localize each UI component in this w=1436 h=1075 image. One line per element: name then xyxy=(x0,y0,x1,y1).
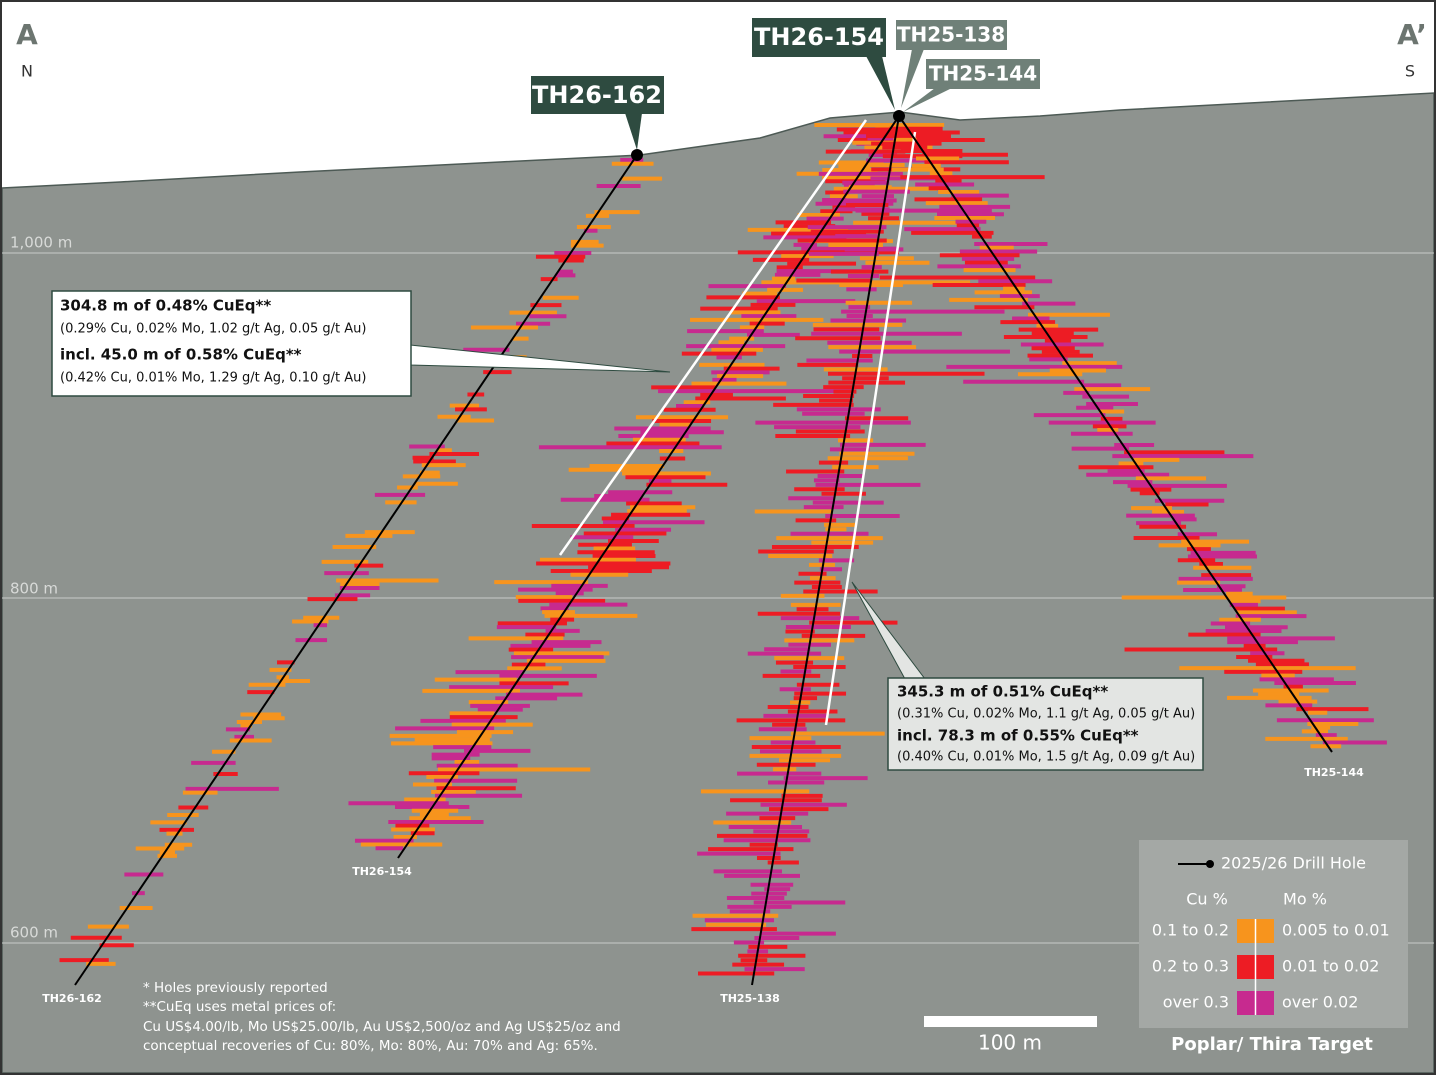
intercept-trace xyxy=(558,119,868,556)
callout: 345.3 m of 0.51% CuEq** (0.31% Cu, 0.02%… xyxy=(851,581,1204,771)
hole-end-label: TH25-138 xyxy=(720,992,780,1005)
legend-header: Cu % xyxy=(1186,890,1228,909)
section-start: A xyxy=(16,18,38,51)
legend-header: Mo % xyxy=(1283,890,1327,909)
hole-tags: TH26-162 TH26-154 TH25-138 TH25-144 xyxy=(531,18,1040,150)
scale-bar xyxy=(924,1016,1097,1027)
note: conceptual recoveries of Cu: 80%, Mo: 80… xyxy=(143,1038,598,1054)
elevation-label: 800 m xyxy=(10,580,58,598)
assay-bars xyxy=(59,123,1387,976)
hole-end-label: TH25-144 xyxy=(1304,766,1364,779)
intercept-detail: (0.31% Cu, 0.02% Mo, 1.1 g/t Ag, 0.05 g/… xyxy=(897,707,1195,722)
intercept-detail: (0.42% Cu, 0.01% Mo, 1.29 g/t Ag, 0.10 g… xyxy=(60,371,366,386)
intercept-detail: (0.40% Cu, 0.01% Mo, 1.5 g/t Ag, 0.09 g/… xyxy=(897,750,1195,765)
legend-label: over 0.02 xyxy=(1282,993,1358,1012)
drill-hole xyxy=(74,154,638,986)
legend-label: 2025/26 Drill Hole xyxy=(1221,854,1366,873)
legend-label: 0.01 to 0.02 xyxy=(1282,957,1379,976)
intercept-headline: incl. 45.0 m of 0.58% CuEq** xyxy=(60,346,302,364)
legend-dot xyxy=(1206,860,1214,868)
intercept-lines xyxy=(558,119,917,726)
legend-label: 0.005 to 0.01 xyxy=(1282,921,1390,940)
scale-label: 100 m xyxy=(978,1031,1042,1055)
hole-tag: TH26-154 xyxy=(754,23,884,51)
collar xyxy=(893,110,905,122)
intercept-headline: 345.3 m of 0.51% CuEq** xyxy=(897,683,1108,701)
intercept-headline: 304.8 m of 0.48% CuEq** xyxy=(60,297,271,315)
hole-tag: TH26-162 xyxy=(532,81,662,109)
note: * Holes previously reported xyxy=(143,980,328,996)
drill-hole xyxy=(898,115,1333,753)
legend: 2025/26 Drill Hole Cu % Mo % 0.1 to 0.2 … xyxy=(1139,840,1408,1055)
tag-box xyxy=(752,18,886,57)
drill-hole xyxy=(397,115,900,859)
tag-pointer xyxy=(866,56,895,110)
callout-box xyxy=(51,290,412,397)
hole-tag: TH25-144 xyxy=(929,62,1037,86)
intercept-detail: (0.29% Cu, 0.02% Mo, 1.02 g/t Ag, 0.05 g… xyxy=(60,322,366,337)
tag-box xyxy=(926,59,1040,89)
collar xyxy=(631,149,643,161)
hole-tag: TH25-138 xyxy=(897,23,1005,47)
notes: * Holes previously reported **CuEq uses … xyxy=(143,980,621,1054)
tag-pointer xyxy=(625,113,642,150)
intercept-trace xyxy=(824,131,917,726)
elevation-label: 1,000 m xyxy=(10,234,72,252)
hole-end-label: TH26-162 xyxy=(42,992,102,1005)
section-start-direction: N xyxy=(21,62,33,81)
note: **CuEq uses metal prices of: xyxy=(143,999,336,1015)
section-end-direction: S xyxy=(1405,62,1415,81)
drill-hole xyxy=(751,115,900,986)
drill-holes xyxy=(74,110,1333,986)
tag-box xyxy=(531,76,664,114)
tag-pointer xyxy=(903,88,952,112)
note: Cu US$4.00/lb, Mo US$25.00/lb, Au US$2,5… xyxy=(143,1019,621,1035)
section-end: A’ xyxy=(1397,18,1427,51)
legend-label: 0.2 to 0.3 xyxy=(1152,957,1229,976)
callout: 304.8 m of 0.48% CuEq** (0.29% Cu, 0.02%… xyxy=(51,290,671,397)
target-name: Poplar/ Thira Target xyxy=(1171,1034,1373,1055)
intercept-headline: incl. 78.3 m of 0.55% CuEq** xyxy=(897,727,1139,745)
callout-box xyxy=(887,677,1204,771)
hole-end-label: TH26-154 xyxy=(352,865,412,878)
elevation-label: 600 m xyxy=(10,924,58,942)
tag-pointer xyxy=(901,49,924,108)
legend-label: over 0.3 xyxy=(1163,993,1229,1012)
tag-box xyxy=(896,20,1007,50)
legend-label: 0.1 to 0.2 xyxy=(1152,921,1229,940)
